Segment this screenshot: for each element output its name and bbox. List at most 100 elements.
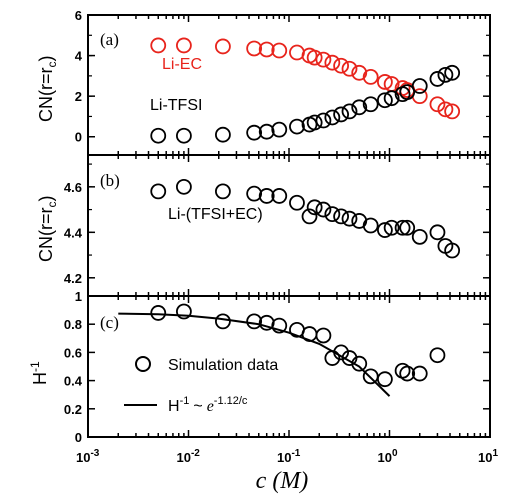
- data-point: [429, 71, 446, 87]
- panel-b-frame: [87, 154, 491, 297]
- legend-label-simulation: Simulation data: [168, 357, 278, 374]
- panel-label-b: (b): [100, 171, 120, 190]
- data-point: [258, 188, 275, 204]
- y-tick-label: 2: [75, 89, 82, 104]
- data-point: [383, 219, 400, 236]
- data-point: [215, 183, 231, 200]
- series-label-li-ec: Li-EC: [162, 56, 202, 73]
- panel-label-a: (a): [100, 30, 119, 49]
- data-point: [429, 347, 446, 364]
- data-point: [333, 208, 350, 225]
- data-point: [333, 106, 350, 123]
- data-point: [341, 60, 358, 77]
- data-point: [271, 188, 288, 204]
- y-tick-label: 0.4: [64, 374, 83, 389]
- data-point: [394, 219, 411, 236]
- x-tick-label: 10-3: [76, 448, 100, 465]
- data-point: [215, 38, 231, 55]
- data-point: [399, 84, 416, 101]
- data-point: [324, 54, 341, 71]
- data-point: [258, 41, 275, 58]
- data-point: [377, 74, 393, 90]
- data-point: [271, 42, 288, 59]
- x-tick-label: 101: [478, 448, 498, 465]
- y-tick-label: 4.4: [64, 225, 83, 240]
- y-tick-label: 4: [75, 49, 83, 64]
- data-point: [150, 305, 167, 321]
- data-point: [377, 371, 393, 388]
- data-point: [246, 185, 263, 202]
- data-point: [399, 219, 416, 236]
- data-point: [383, 90, 400, 107]
- y-tick-label: 0.6: [64, 345, 82, 360]
- y-tick-label: 6: [75, 8, 82, 23]
- data-point: [258, 123, 275, 140]
- data-point: [341, 103, 358, 120]
- data-point: [315, 327, 332, 344]
- data-point: [176, 303, 192, 320]
- data-point: [377, 222, 393, 238]
- x-tick-label: 10-1: [277, 448, 301, 465]
- data-point: [362, 96, 379, 113]
- panel-c-frame: [87, 295, 491, 438]
- data-point: [351, 99, 368, 116]
- data-point: [215, 126, 231, 143]
- data-point: [324, 206, 341, 223]
- x-tick-label: 100: [378, 448, 398, 465]
- panel-label-c: (c): [100, 313, 119, 332]
- fit-line: [118, 312, 391, 397]
- data-point: [271, 121, 288, 138]
- y-axis-title-b: CN(r=rc): [36, 196, 59, 263]
- y-tick-label: 0: [75, 130, 82, 145]
- data-point: [289, 194, 305, 211]
- data-point: [315, 112, 332, 129]
- x-tick-label: 10-2: [177, 448, 201, 465]
- data-point: [176, 178, 192, 195]
- y-axis-title-c: H-1: [28, 361, 50, 385]
- data-point: [429, 224, 446, 241]
- data-point: [150, 37, 167, 54]
- data-point: [176, 37, 192, 54]
- data-point: [377, 92, 393, 109]
- data-point: [399, 365, 416, 382]
- data-point: [306, 199, 323, 216]
- y-axis-title-a: CN(r=rc): [36, 56, 59, 123]
- y-tick-label: 4.2: [64, 271, 82, 286]
- data-point: [411, 365, 428, 382]
- data-point: [437, 101, 454, 118]
- data-point: [362, 68, 379, 85]
- data-point: [246, 313, 263, 330]
- legend-marker-simulation: [135, 356, 151, 372]
- data-point: [324, 109, 341, 126]
- data-point: [150, 183, 167, 200]
- y-tick-label: 0.2: [64, 402, 82, 417]
- data-point: [271, 317, 288, 334]
- data-point: [306, 49, 323, 66]
- data-point: [444, 64, 461, 81]
- panel-a-frame: [87, 14, 491, 156]
- data-point: [333, 57, 350, 74]
- data-point: [246, 124, 263, 141]
- data-point: [215, 313, 231, 330]
- y-tick-label: 4.6: [64, 180, 82, 195]
- data-point: [411, 78, 428, 94]
- legend-label-fit: H-1 ~ e-1.12/c: [168, 395, 248, 415]
- data-point: [176, 127, 192, 144]
- series-label-li-tfsi: Li-TFSI: [150, 97, 202, 114]
- data-point: [306, 114, 323, 131]
- y-tick-label: 0.8: [64, 317, 82, 332]
- data-point: [351, 64, 368, 81]
- x-axis-title: c (M): [256, 468, 309, 494]
- data-point: [315, 51, 332, 68]
- data-point: [246, 40, 263, 57]
- data-point: [289, 118, 305, 135]
- data-point: [437, 66, 454, 83]
- x-axis-ticks: 10-3 10-2 10-1 100 101: [76, 15, 498, 465]
- y-tick-label: 0: [75, 430, 82, 445]
- data-point: [341, 210, 358, 227]
- data-point: [444, 103, 461, 120]
- data-point: [444, 242, 461, 259]
- data-point: [411, 228, 428, 245]
- data-point: [150, 127, 167, 144]
